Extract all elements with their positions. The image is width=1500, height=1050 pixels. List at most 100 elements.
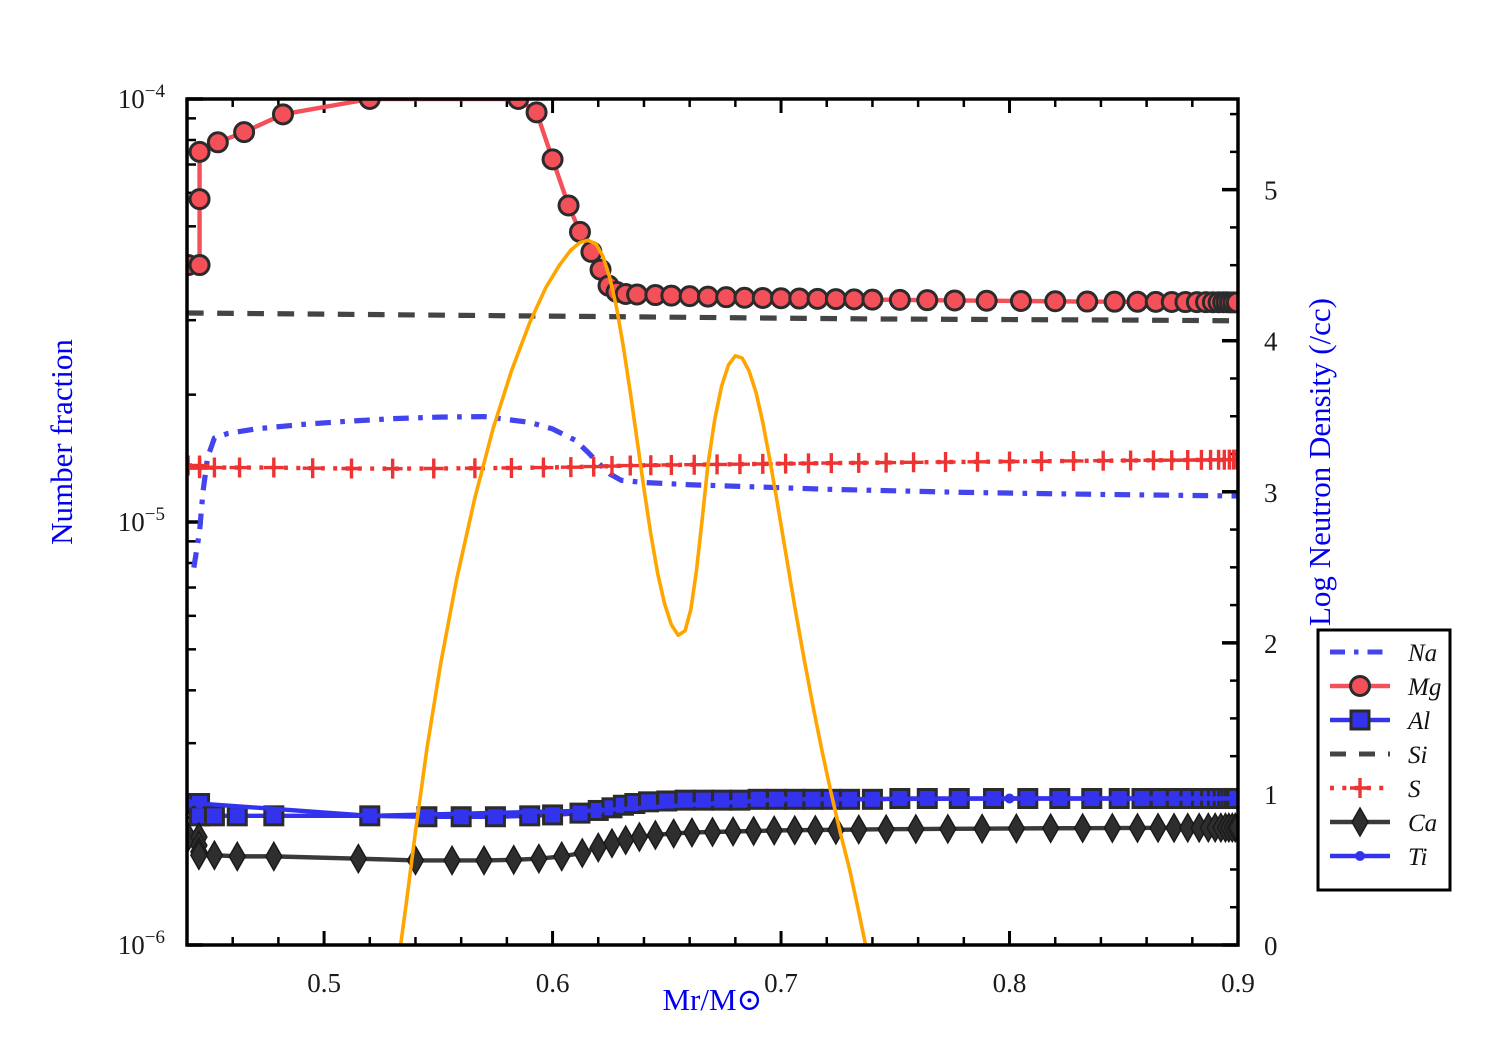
legend: Na Mg Al Si S Ca Ti <box>1316 628 1452 892</box>
data-marker <box>560 457 581 478</box>
series-s <box>187 449 1238 479</box>
data-marker <box>711 789 733 811</box>
data-marker <box>903 452 924 473</box>
data-marker <box>775 453 796 474</box>
data-marker <box>233 121 256 144</box>
data-marker <box>475 844 493 876</box>
x-tick-label: 0.8 <box>993 968 1027 998</box>
data-marker <box>583 456 604 477</box>
data-marker <box>861 288 884 311</box>
data-marker <box>848 452 869 473</box>
data-marker <box>302 458 323 479</box>
data-marker <box>188 188 211 211</box>
data-marker <box>640 455 661 476</box>
data-marker <box>765 814 784 847</box>
data-marker <box>729 454 750 475</box>
data-marker <box>877 813 896 845</box>
data-marker <box>626 283 649 306</box>
data-marker <box>443 844 461 876</box>
data-marker <box>188 140 211 163</box>
data-marker <box>1120 450 1141 471</box>
data-marker <box>552 840 571 872</box>
x-tick-label: 0.6 <box>536 968 570 998</box>
data-marker <box>264 840 283 872</box>
data-marker <box>1103 812 1122 844</box>
data-marker <box>423 458 444 479</box>
data-marker <box>906 813 925 845</box>
data-marker <box>1007 812 1026 844</box>
data-marker <box>684 454 705 475</box>
data-marker <box>696 285 719 308</box>
data-marker <box>190 839 208 871</box>
data-marker <box>1165 812 1183 844</box>
data-marker <box>204 457 225 478</box>
series-line <box>188 99 1237 305</box>
data-marker <box>630 821 649 853</box>
data-marker <box>744 815 763 847</box>
data-marker <box>661 454 682 475</box>
data-marker <box>519 805 541 827</box>
data-marker <box>1009 290 1032 313</box>
data-marker <box>568 220 591 243</box>
legend-label-na: Na <box>1407 640 1437 667</box>
axis-frame <box>185 97 1240 947</box>
data-marker <box>967 451 988 472</box>
data-marker <box>707 454 728 475</box>
series-mg <box>187 99 1238 314</box>
x-tick-label: 0.7 <box>764 968 798 998</box>
data-marker <box>1063 450 1084 471</box>
data-marker <box>271 103 294 126</box>
data-marker <box>229 457 250 478</box>
y-axis-right-label: Log Neutron Density (/cc) <box>1302 298 1337 626</box>
data-marker <box>504 844 523 876</box>
x-tick-label: 0.5 <box>307 968 341 998</box>
data-marker <box>678 285 701 308</box>
legend-label-s: S <box>1408 776 1421 803</box>
y-axis-right: 0 1 2 3 4 5 Log Neutron Density (/cc) <box>1222 112 1337 961</box>
y-right-tick-label: 3 <box>1264 478 1278 508</box>
data-marker <box>501 457 522 478</box>
y-right-tick-label: 5 <box>1264 176 1278 206</box>
data-marker <box>973 813 991 845</box>
data-marker <box>601 456 622 477</box>
data-marker <box>557 194 580 217</box>
y-axis-left: 10−6 10−5 10−4 Number fraction <box>44 81 203 960</box>
data-marker <box>824 288 847 311</box>
data-marker <box>935 452 956 473</box>
x-axis-label: Mr/M⊙ <box>662 982 762 1017</box>
data-marker <box>228 840 247 872</box>
series-line <box>187 310 1238 324</box>
data-marker <box>770 287 793 310</box>
data-marker <box>203 805 225 827</box>
y-left-tick-label: 10−4 <box>118 81 166 114</box>
series-si <box>187 310 1238 324</box>
legend-box <box>1316 628 1452 892</box>
data-marker <box>975 289 998 312</box>
y-right-tick-label: 2 <box>1264 629 1278 659</box>
series-line <box>191 413 1238 569</box>
data-marker <box>733 286 756 309</box>
y-left-tick-label: 10−6 <box>118 927 165 960</box>
data-marker <box>1149 812 1167 844</box>
data-marker <box>364 810 375 821</box>
data-marker <box>1128 812 1147 844</box>
data-marker <box>1004 793 1015 804</box>
data-marker <box>938 813 957 845</box>
data-marker <box>541 148 564 171</box>
legend-label-ca: Ca <box>1408 810 1437 837</box>
data-marker <box>1355 851 1365 861</box>
data-marker <box>206 131 229 154</box>
data-marker <box>1103 290 1126 313</box>
data-marker <box>1041 812 1060 844</box>
data-marker <box>876 452 897 473</box>
data-marker <box>806 287 829 310</box>
data-marker <box>664 817 683 849</box>
data-marker <box>341 458 362 479</box>
legend-label-si: Si <box>1408 742 1428 769</box>
data-marker <box>620 455 641 476</box>
series-ca <box>187 812 1238 876</box>
data-marker <box>1349 709 1371 731</box>
series-line <box>398 238 868 945</box>
y-left-tick-label: 10−5 <box>118 504 165 537</box>
